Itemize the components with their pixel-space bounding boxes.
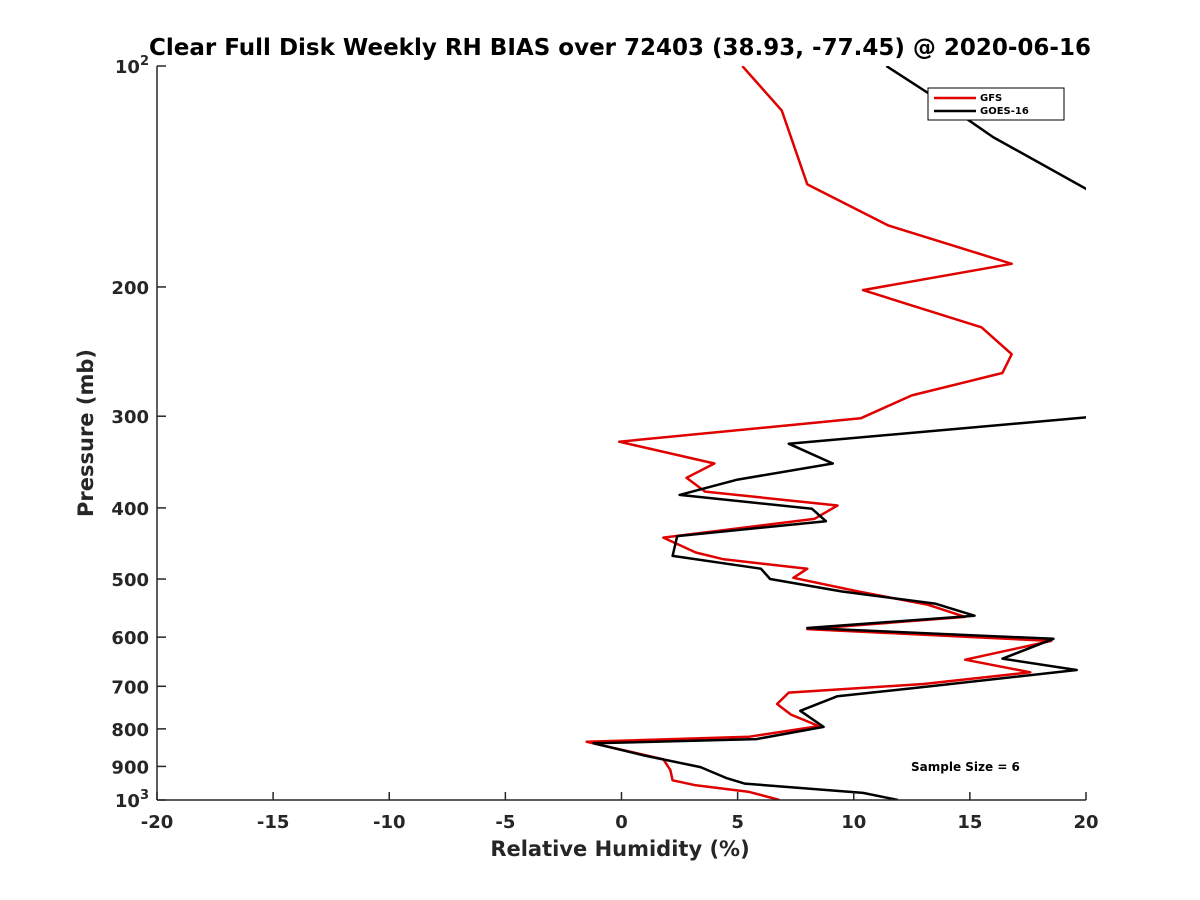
legend-box — [927, 87, 1065, 121]
y-tick-label: 300 — [111, 407, 149, 428]
y-tick-label: 200 — [111, 278, 149, 299]
legend: GFS GOES-16 — [927, 87, 1065, 121]
legend-label-gfs: GFS — [980, 93, 1002, 104]
chart-title: Clear Full Disk Weekly RH BIAS over 7240… — [149, 35, 1091, 61]
y-tick-label: 700 — [111, 677, 149, 698]
series-layer — [585, 66, 1086, 800]
y-tick-label: 800 — [111, 720, 149, 741]
x-tick-label: -5 — [495, 812, 515, 833]
y-tick-label: 600 — [111, 628, 149, 649]
x-tick-label: 20 — [1073, 812, 1098, 833]
sample-size-annotation: Sample Size = 6 — [911, 760, 1020, 774]
x-tick-label: -10 — [373, 812, 406, 833]
series-line-goes-16 — [592, 66, 1086, 800]
y-ticks: 102 200 300 400 500 600 700 800 900 103 — [111, 54, 166, 812]
x-tick-label: 10 — [841, 812, 866, 833]
x-ticks: -20 -15 -10 -5 0 5 10 15 20 — [141, 792, 1099, 833]
x-tick-label: 15 — [957, 812, 982, 833]
series-line-gfs — [585, 66, 1053, 800]
axes-layer — [156, 66, 1086, 801]
x-tick-label: -15 — [257, 812, 290, 833]
y-tick-label: 900 — [111, 757, 149, 778]
y-tick-label: 102 — [115, 54, 149, 78]
x-tick-label: 5 — [731, 812, 744, 833]
y-axis-label: Pressure (mb) — [74, 349, 98, 517]
y-tick-label: 500 — [111, 570, 149, 591]
x-axis-label: Relative Humidity (%) — [490, 837, 749, 861]
legend-label-goes16: GOES-16 — [980, 106, 1029, 117]
y-tick-label: 103 — [115, 788, 149, 812]
x-tick-label: -20 — [141, 812, 174, 833]
y-tick-label: 400 — [111, 499, 149, 520]
x-tick-label: 0 — [615, 812, 628, 833]
